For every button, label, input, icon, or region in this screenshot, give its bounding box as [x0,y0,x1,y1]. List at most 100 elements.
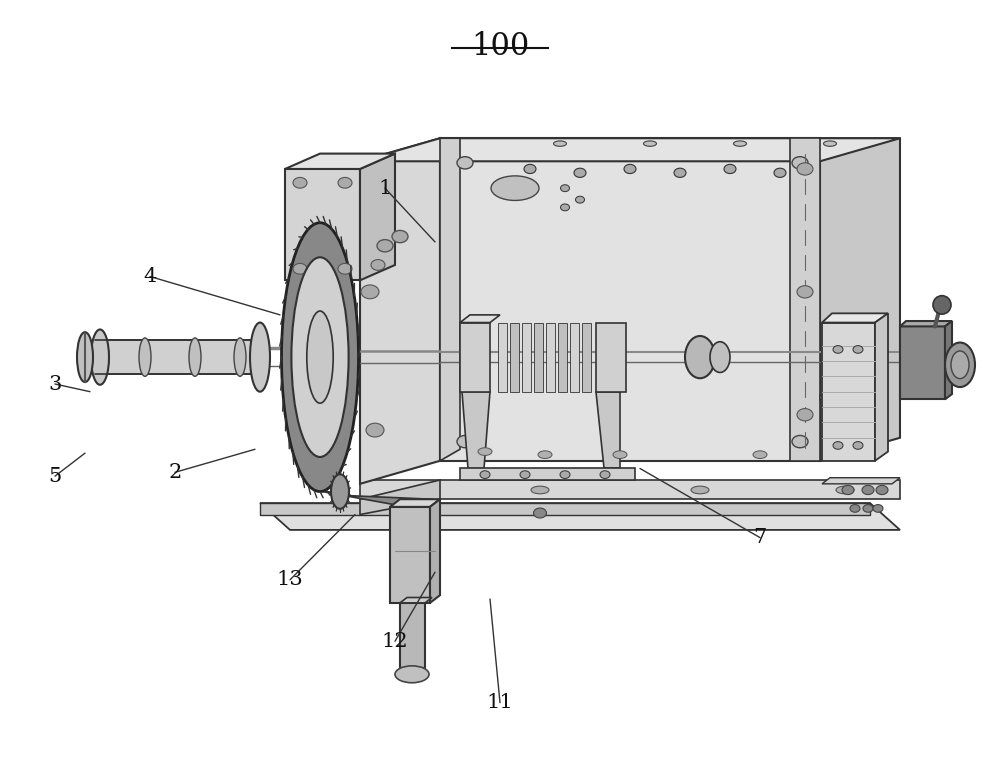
Ellipse shape [331,475,349,508]
Polygon shape [822,323,875,461]
Ellipse shape [250,323,270,392]
Polygon shape [596,323,626,392]
Ellipse shape [734,141,746,146]
Text: 100: 100 [471,31,529,61]
Polygon shape [440,138,460,461]
Polygon shape [285,154,395,169]
Ellipse shape [674,168,686,177]
Ellipse shape [478,448,492,455]
Polygon shape [95,340,255,374]
Polygon shape [498,323,507,392]
Polygon shape [945,321,952,399]
Polygon shape [260,503,900,530]
Ellipse shape [710,342,730,372]
Polygon shape [360,154,395,280]
Ellipse shape [824,141,836,146]
Ellipse shape [338,263,352,274]
Polygon shape [390,499,440,507]
Ellipse shape [853,442,863,449]
Text: 13: 13 [277,571,303,589]
Ellipse shape [951,351,969,379]
Polygon shape [430,499,440,603]
Ellipse shape [691,486,709,494]
Polygon shape [460,315,500,323]
Polygon shape [260,503,870,515]
Polygon shape [400,603,425,668]
Ellipse shape [876,485,888,495]
Polygon shape [546,323,555,392]
Ellipse shape [836,486,854,494]
Polygon shape [285,169,360,280]
Ellipse shape [574,168,586,177]
Ellipse shape [554,141,566,146]
Polygon shape [582,323,591,392]
Ellipse shape [560,204,570,211]
Ellipse shape [685,336,715,379]
Ellipse shape [534,508,546,518]
Polygon shape [360,480,440,515]
Text: 7: 7 [753,528,767,547]
Ellipse shape [724,164,736,174]
Ellipse shape [624,164,636,174]
Polygon shape [558,323,567,392]
Ellipse shape [293,177,307,188]
Polygon shape [522,323,531,392]
Polygon shape [822,478,900,484]
Ellipse shape [933,296,951,314]
Ellipse shape [234,338,246,376]
Polygon shape [360,138,440,484]
Polygon shape [360,138,900,161]
Ellipse shape [520,471,530,478]
Text: 12: 12 [382,632,408,650]
Ellipse shape [853,346,863,353]
Polygon shape [822,313,888,323]
Polygon shape [596,392,620,468]
Ellipse shape [531,486,549,494]
Polygon shape [510,323,519,392]
Polygon shape [460,468,635,480]
Polygon shape [875,313,888,461]
Ellipse shape [873,505,883,512]
Ellipse shape [77,333,93,382]
Polygon shape [820,138,900,461]
Polygon shape [400,598,432,603]
Text: 2: 2 [168,463,182,482]
Ellipse shape [797,163,813,175]
Ellipse shape [457,435,473,448]
Polygon shape [790,138,820,461]
Ellipse shape [282,223,358,492]
Ellipse shape [377,240,393,252]
Text: 1: 1 [378,179,392,197]
Ellipse shape [863,505,873,512]
Ellipse shape [850,505,860,512]
Ellipse shape [307,311,333,403]
Ellipse shape [613,451,627,458]
Ellipse shape [797,409,813,421]
Ellipse shape [560,184,570,192]
Polygon shape [534,323,543,392]
Ellipse shape [560,471,570,478]
Ellipse shape [576,197,584,204]
Ellipse shape [833,346,843,353]
Ellipse shape [491,176,539,200]
Text: 3: 3 [48,375,62,393]
Polygon shape [360,480,900,499]
Ellipse shape [361,285,379,299]
Ellipse shape [371,260,385,270]
Ellipse shape [792,435,808,448]
Ellipse shape [91,329,109,385]
Text: 11: 11 [487,694,513,712]
Polygon shape [462,392,490,468]
Ellipse shape [842,485,854,495]
Text: 4: 4 [143,267,157,286]
Ellipse shape [480,471,490,478]
Ellipse shape [792,157,808,169]
Ellipse shape [139,338,151,376]
Ellipse shape [774,168,786,177]
Polygon shape [460,323,490,392]
Ellipse shape [945,343,975,387]
Ellipse shape [457,157,473,169]
Ellipse shape [338,177,352,188]
Ellipse shape [291,257,349,457]
Ellipse shape [395,666,429,683]
